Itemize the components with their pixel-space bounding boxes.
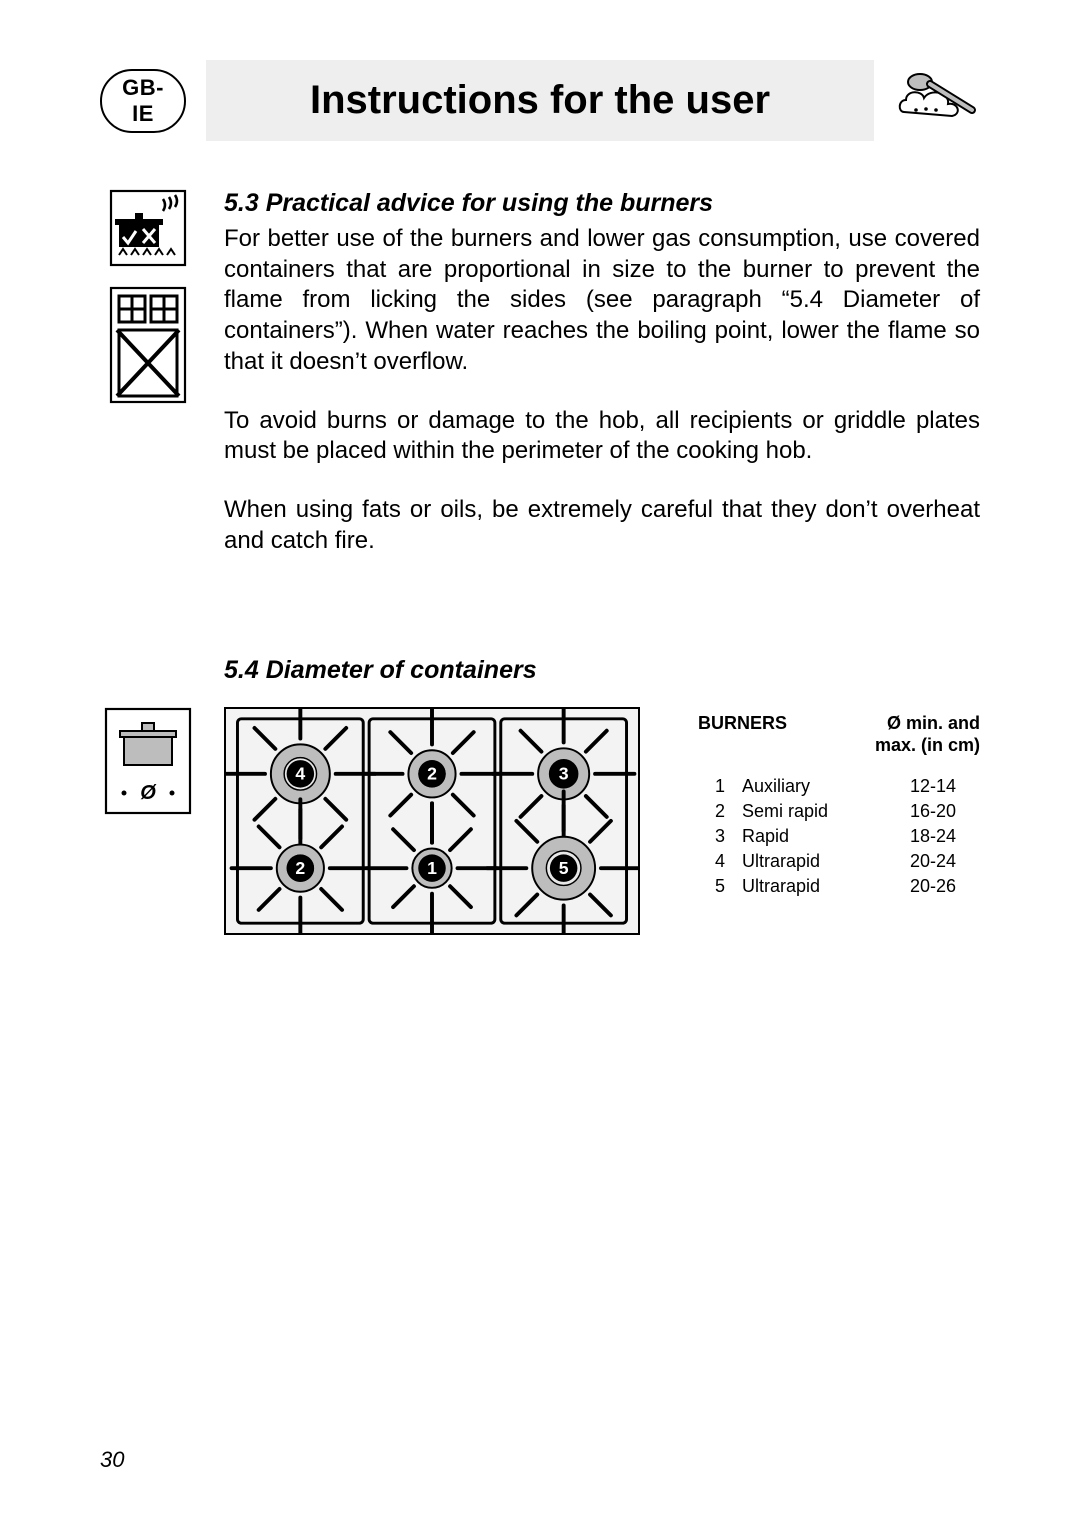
- hob-burner-label: 5: [559, 859, 569, 879]
- hob-perimeter-icon: [109, 286, 187, 409]
- burner-table-header-right-2: max. (in cm): [875, 735, 980, 755]
- burner-table-header-right-1: Ø min. and: [887, 713, 980, 733]
- hob-burner-label: 4: [295, 764, 305, 784]
- section-5-3-para-3: When using fats or oils, be extremely ca…: [224, 495, 980, 556]
- burner-number: 1: [700, 775, 740, 798]
- section-5-3-icons: [100, 189, 196, 584]
- burner-number: 2: [700, 800, 740, 823]
- burner-name: Semi rapid: [742, 800, 886, 823]
- burner-range: 20-26: [888, 875, 978, 898]
- hob-burner-label: 2: [295, 859, 305, 879]
- burner-range: 20-24: [888, 850, 978, 873]
- hob-burner-label: 3: [559, 764, 569, 784]
- hob-diagram: 4 2 3 2 1 5: [224, 707, 640, 940]
- table-row: 5Ultrarapid20-26: [700, 875, 978, 898]
- table-row: 2Semi rapid16-20: [700, 800, 978, 823]
- burner-table-header-left: BURNERS: [698, 713, 787, 756]
- section-5-4: 5.4 Diameter of containers Ø: [100, 656, 980, 940]
- section-5-3-heading: 5.3 Practical advice for using the burne…: [224, 189, 980, 218]
- burner-range: 18-24: [888, 825, 978, 848]
- chef-spoon-icon: [894, 66, 980, 136]
- hob-burner-label: 2: [427, 764, 437, 784]
- burner-number: 5: [700, 875, 740, 898]
- burner-name: Ultrarapid: [742, 875, 886, 898]
- section-5-3-para-2: To avoid burns or damage to the hob, all…: [224, 406, 980, 467]
- burner-name: Ultrarapid: [742, 850, 886, 873]
- burner-number: 3: [700, 825, 740, 848]
- burner-range: 16-20: [888, 800, 978, 823]
- section-5-3-para-1: For better use of the burners and lower …: [224, 224, 980, 378]
- covered-pot-icon: [109, 189, 187, 272]
- burner-range: 12-14: [888, 775, 978, 798]
- diameter-symbol: Ø: [140, 782, 157, 804]
- pot-diameter-icon: Ø: [100, 707, 196, 940]
- burner-name: Rapid: [742, 825, 886, 848]
- burner-name: Auxiliary: [742, 775, 886, 798]
- burner-number: 4: [700, 850, 740, 873]
- page-title: Instructions for the user: [206, 60, 874, 141]
- hob-burner-label: 1: [427, 859, 437, 879]
- header-row: GB-IE Instructions for the user: [100, 60, 980, 141]
- language-badge: GB-IE: [100, 69, 186, 133]
- section-5-4-heading: 5.4 Diameter of containers: [224, 656, 537, 685]
- section-5-3: 5.3 Practical advice for using the burne…: [100, 189, 980, 584]
- table-row: 3Rapid18-24: [700, 825, 978, 848]
- table-row: 1Auxiliary12-14: [700, 775, 978, 798]
- language-badge-label: GB-IE: [100, 69, 186, 133]
- table-row: 4Ultrarapid20-24: [700, 850, 978, 873]
- page-number: 30: [100, 1447, 124, 1473]
- burner-table: BURNERS Ø min. and max. (in cm) 1Auxilia…: [668, 707, 980, 940]
